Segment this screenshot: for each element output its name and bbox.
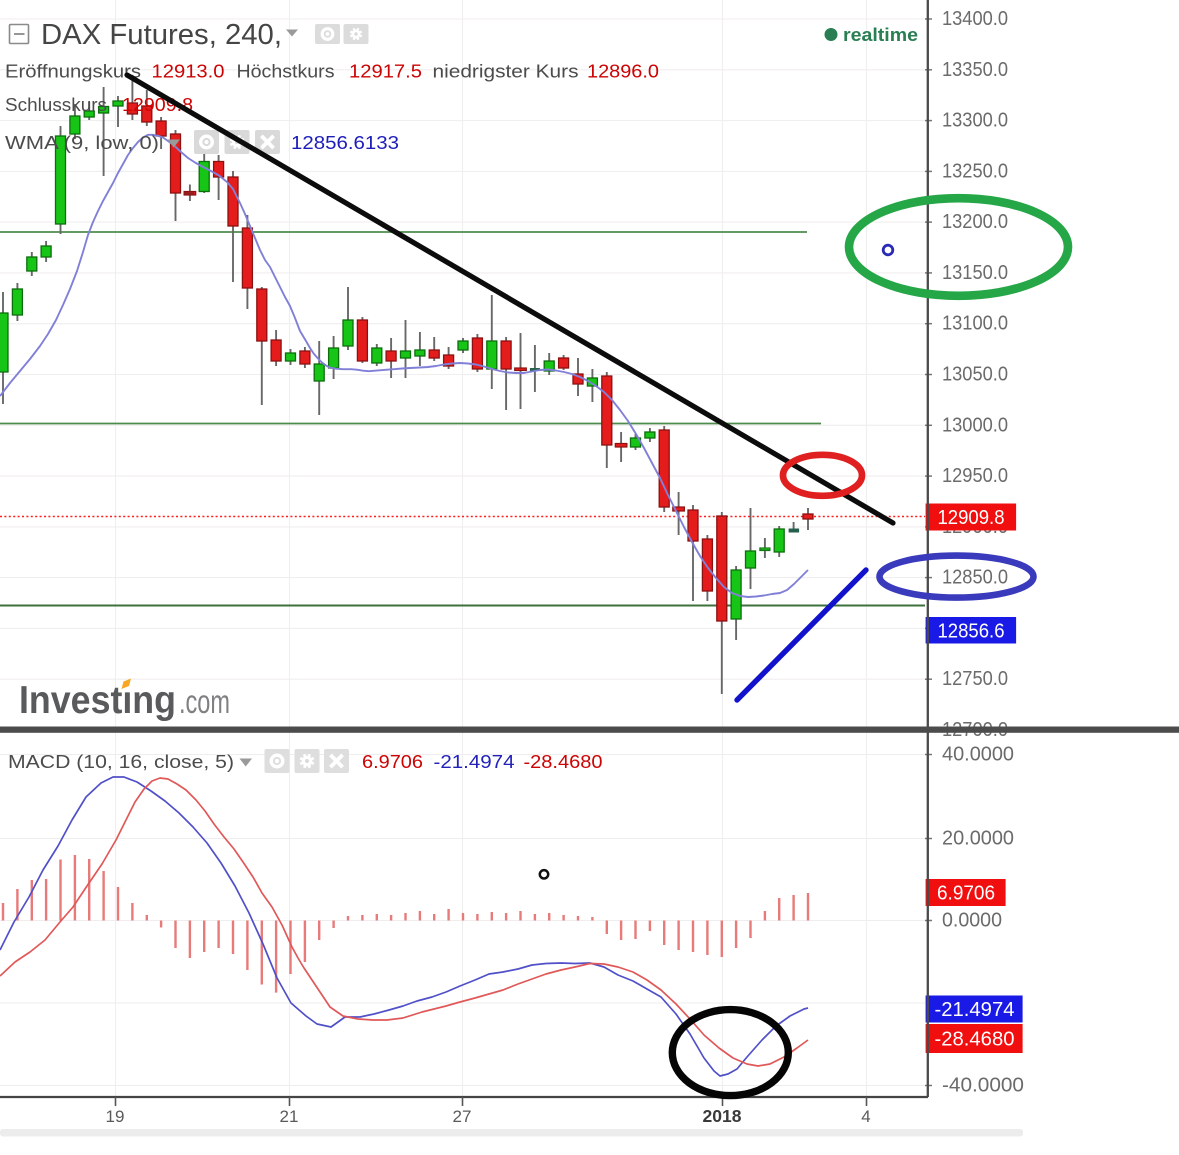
svg-text:Eröffnungskurs: Eröffnungskurs [5,61,141,82]
svg-text:-28.4680: -28.4680 [935,1029,1015,1051]
svg-text:12913.0: 12913.0 [152,61,225,82]
svg-text:niedrigster Kurs: niedrigster Kurs [433,61,579,82]
svg-text:4: 4 [861,1107,870,1126]
svg-text:12856.6133: 12856.6133 [291,132,399,153]
svg-text:13250.0: 13250.0 [942,160,1008,182]
svg-text:12909.8: 12909.8 [122,94,193,115]
svg-text:-28.4680: -28.4680 [524,751,603,772]
svg-text:13000.0: 13000.0 [942,414,1008,436]
svg-text:Investıng: Investıng [19,679,176,722]
svg-text:Höchstkurs: Höchstkurs [237,61,335,82]
svg-text:13100.0: 13100.0 [942,313,1008,335]
svg-text:12896.0: 12896.0 [587,61,659,82]
svg-text:12917.5: 12917.5 [349,61,422,82]
svg-text:0.0000: 0.0000 [942,910,1002,932]
svg-text:12856.6: 12856.6 [938,621,1005,643]
svg-text:DAX Futures, 240,: DAX Futures, 240, [41,19,282,51]
svg-text:20.0000: 20.0000 [942,828,1014,850]
svg-text:Schlusskurs: Schlusskurs [5,94,107,115]
svg-text:6.9706: 6.9706 [362,751,423,772]
svg-text:realtime: realtime [843,25,918,45]
svg-text:2018: 2018 [703,1106,742,1126]
svg-text:13200.0: 13200.0 [942,211,1008,233]
svg-text:27: 27 [453,1107,472,1126]
svg-text:19: 19 [106,1107,125,1126]
svg-text:-40.0000: -40.0000 [942,1075,1024,1097]
svg-text:13300.0: 13300.0 [942,110,1008,132]
svg-text:12850.0: 12850.0 [942,567,1008,589]
svg-text:21: 21 [280,1107,299,1126]
svg-text:13350.0: 13350.0 [942,59,1008,81]
svg-text:-21.4974: -21.4974 [935,999,1015,1021]
svg-text:13150.0: 13150.0 [942,262,1008,284]
svg-text:12950.0: 12950.0 [942,465,1008,487]
svg-text:-21.4974: -21.4974 [434,751,515,772]
svg-text:WMA (9, low, 0): WMA (9, low, 0) [5,132,159,153]
svg-text:40.0000: 40.0000 [942,744,1014,766]
svg-text:6.9706: 6.9706 [937,883,995,905]
svg-text:13400.0: 13400.0 [942,8,1008,30]
svg-text:.com: .com [179,683,230,720]
svg-text:13050.0: 13050.0 [942,364,1008,386]
svg-text:12750.0: 12750.0 [942,668,1008,690]
svg-text:MACD (10, 16, close, 5): MACD (10, 16, close, 5) [8,751,234,772]
svg-text:12909.8: 12909.8 [938,507,1005,529]
